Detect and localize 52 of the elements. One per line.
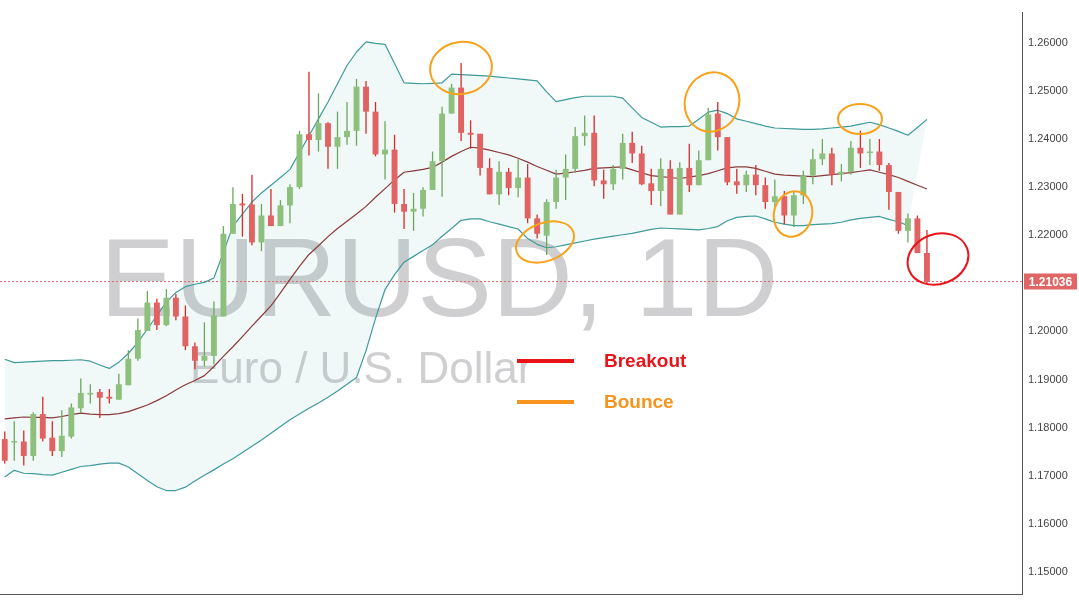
candlestick <box>1 430 8 465</box>
candlestick <box>467 119 474 150</box>
candlestick <box>420 186 427 218</box>
ref-line-label: 1.21036 <box>1028 274 1073 289</box>
candlestick <box>58 409 65 458</box>
candlestick <box>876 138 883 172</box>
y-tick-label: 1.22000 <box>1028 228 1068 241</box>
annotation: Breakout <box>604 349 687 372</box>
candlestick <box>752 164 759 196</box>
y-tick-label: 1.15000 <box>1028 564 1068 577</box>
candlestick <box>714 101 721 152</box>
annotation: Bounce <box>604 390 674 413</box>
candlestick <box>686 143 693 193</box>
candlestick <box>600 169 607 200</box>
candlestick <box>771 178 778 208</box>
candlestick <box>515 158 522 198</box>
candlestick <box>505 167 512 196</box>
candlestick <box>325 121 331 170</box>
candlestick <box>648 168 655 206</box>
candlestick <box>610 164 617 191</box>
y-tick-label: 1.25000 <box>1028 84 1068 97</box>
candlestick <box>581 114 588 147</box>
candlestick <box>11 420 18 462</box>
candlestick <box>790 190 797 228</box>
candlestick <box>562 153 569 201</box>
candlestick <box>496 160 503 206</box>
candlestick <box>115 373 122 401</box>
y-tick-label: 1.20000 <box>1028 324 1068 337</box>
candlestick <box>657 157 664 207</box>
y-tick-label: 1.26000 <box>1028 35 1068 48</box>
candlestick <box>819 138 826 166</box>
candlestick <box>762 176 769 210</box>
candlestick <box>828 147 835 186</box>
candlestick <box>287 183 293 224</box>
y-tick-label: 1.19000 <box>1028 372 1068 385</box>
candlestick <box>809 148 816 185</box>
y-tick-label: 1.16000 <box>1028 516 1068 529</box>
candlestick <box>629 131 636 164</box>
candlestick <box>344 101 350 146</box>
y-tick-label: 1.17000 <box>1028 468 1068 481</box>
candlestick <box>904 212 911 244</box>
candlestick <box>733 168 740 195</box>
candlestick <box>77 377 84 414</box>
candlestick <box>20 429 27 467</box>
candlestick <box>743 170 750 193</box>
candlestick <box>96 388 103 419</box>
candlestick <box>49 420 56 457</box>
y-tick-label: 1.23000 <box>1028 180 1068 193</box>
y-tick-label: 1.18000 <box>1028 420 1068 433</box>
candlestick <box>306 71 312 157</box>
candlestick <box>781 190 788 225</box>
y-tick-label: 1.24000 <box>1028 132 1068 145</box>
